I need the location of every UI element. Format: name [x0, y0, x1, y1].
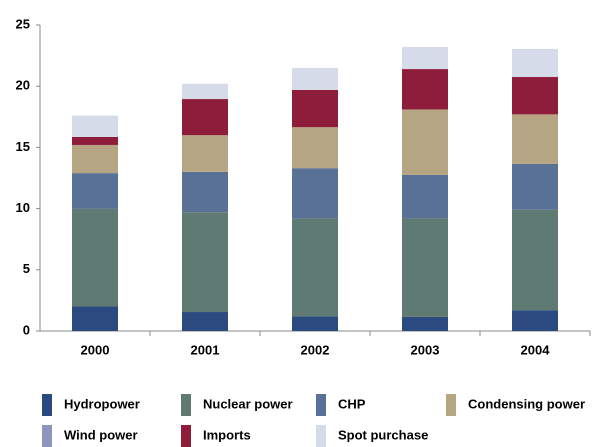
y-tick-label: 15: [16, 139, 30, 154]
bar-segment: [182, 171, 228, 213]
bar-segment: [182, 99, 228, 136]
bar-segment: [72, 208, 118, 307]
bar-segment: [182, 212, 228, 313]
bar-segment: [402, 109, 448, 175]
bar-segment: [402, 47, 448, 70]
legend-label: Spot purchase: [338, 427, 428, 442]
bar-segment: [512, 114, 558, 164]
x-tick-label: 2003: [411, 342, 440, 357]
legend-label: Wind power: [64, 427, 138, 442]
bar-segment: [72, 144, 118, 174]
legend-label: Imports: [203, 427, 251, 442]
legend-swatch: [181, 394, 191, 416]
bar-segment: [292, 168, 338, 219]
bar-segment: [292, 67, 338, 90]
x-tick-label: 2002: [301, 342, 330, 357]
y-tick-label: 10: [16, 200, 30, 215]
bar-segment: [292, 89, 338, 128]
legend-swatch: [316, 425, 326, 447]
bar-segment: [512, 310, 558, 331]
bar-segment: [182, 135, 228, 172]
legend-label: Nuclear power: [203, 396, 293, 411]
legend-label: Condensing power: [468, 396, 585, 411]
legend-swatch: [446, 394, 456, 416]
y-tick-label: 25: [16, 16, 30, 31]
y-tick-label: 0: [23, 322, 30, 337]
bar-segment: [402, 174, 448, 219]
bar-segment: [402, 69, 448, 110]
x-tick-label: 2004: [521, 342, 551, 357]
bar-segment: [72, 173, 118, 209]
legend-swatch: [181, 425, 191, 447]
bar-segment: [512, 209, 558, 311]
bar-segment: [512, 48, 558, 78]
legend-swatch: [42, 425, 52, 447]
bar-segment: [292, 316, 338, 331]
legend-swatch: [42, 394, 52, 416]
bar-segment: [72, 306, 118, 331]
bar-segment: [402, 218, 448, 317]
bar-segment: [292, 127, 338, 169]
bar-segment: [512, 77, 558, 115]
y-tick-label: 20: [16, 78, 30, 93]
legend-label: CHP: [338, 396, 366, 411]
bar-segment: [72, 136, 118, 145]
bar-segment: [402, 316, 448, 331]
legend-label: Hydropower: [64, 396, 140, 411]
bar-segment: [182, 312, 228, 331]
x-tick-label: 2000: [81, 342, 110, 357]
legend-swatch: [316, 394, 326, 416]
bar-segment: [182, 83, 228, 100]
bar-segment: [72, 115, 118, 137]
bar-segment: [292, 218, 338, 317]
x-tick-label: 2001: [191, 342, 220, 357]
bar-segment: [512, 163, 558, 210]
y-tick-label: 5: [23, 261, 30, 276]
